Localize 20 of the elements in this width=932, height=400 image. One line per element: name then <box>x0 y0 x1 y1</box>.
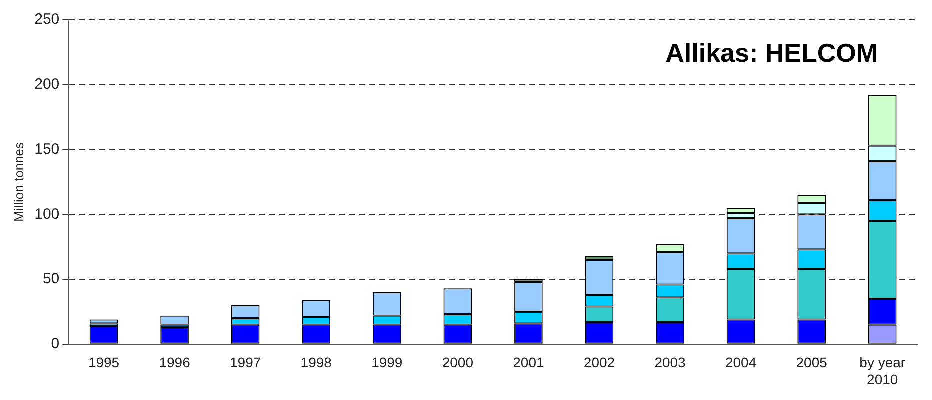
y-tick-label: 250 <box>34 11 60 28</box>
y-tick-label: 0 <box>51 336 60 353</box>
y-axis-title: Million tonnes <box>11 142 26 222</box>
y-tick-label: 200 <box>34 76 60 94</box>
x-tick-label: 1999 <box>372 354 403 371</box>
y-tick-label: 150 <box>34 140 60 158</box>
x-tick-label: 2001 <box>513 354 544 371</box>
x-tick-label: 2000 <box>442 354 474 371</box>
annotation: Allikas: HELCOM <box>666 38 878 68</box>
x-tick-label: 2003 <box>654 354 686 371</box>
x-tick-label: 2005 <box>796 354 828 371</box>
x-tick-label: 1997 <box>230 354 262 371</box>
x-tick-label: 1995 <box>88 354 120 371</box>
y-tick-label: 100 <box>34 206 60 223</box>
x-tick-label: by year 2010 <box>860 354 906 388</box>
y-tick-label: 50 <box>42 270 60 288</box>
x-tick-label: 1996 <box>159 354 191 371</box>
x-tick-label: 2002 <box>584 354 616 371</box>
x-tick-label: 1998 <box>300 354 332 371</box>
x-tick-label: 2004 <box>725 354 757 371</box>
